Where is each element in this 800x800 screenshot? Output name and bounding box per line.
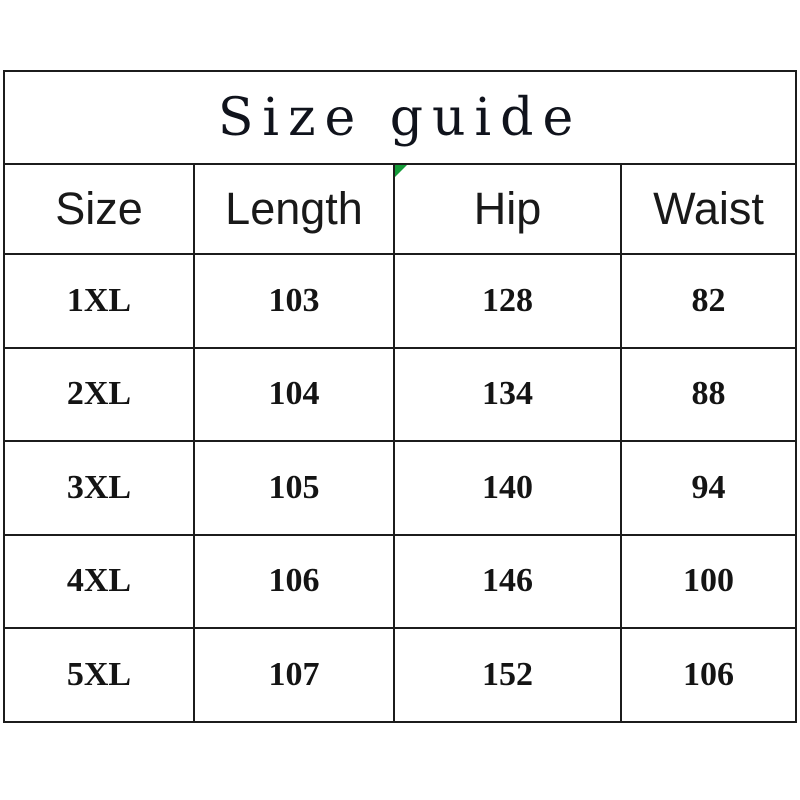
cell-hip: 128 xyxy=(393,253,622,349)
cell-hip: 152 xyxy=(393,627,622,723)
cell-size: 5XL xyxy=(3,627,195,723)
table-header-row: Size Length Hip Waist xyxy=(3,163,798,255)
size-guide: Size guide Size Length Hip Waist 1XL 103… xyxy=(2,70,798,723)
cell-waist: 88 xyxy=(619,346,798,442)
size-guide-table: Size guide Size Length Hip Waist 1XL 103… xyxy=(2,70,798,723)
table-row: 4XL 106 146 100 xyxy=(3,533,798,629)
cell-size: 3XL xyxy=(3,440,195,536)
cell-hip: 146 xyxy=(393,533,622,629)
column-header-length: Length xyxy=(193,163,395,255)
banner: Size guide xyxy=(2,70,798,165)
cell-length: 105 xyxy=(193,440,395,536)
column-header-size: Size xyxy=(3,163,195,255)
cell-hip: 134 xyxy=(393,346,622,442)
cell-length: 103 xyxy=(193,253,395,349)
column-header-hip: Hip xyxy=(393,163,622,255)
cell-length: 104 xyxy=(193,346,395,442)
cell-waist: 82 xyxy=(619,253,798,349)
column-header-hip-label: Hip xyxy=(473,183,542,234)
page-title: Size guide xyxy=(217,87,583,148)
cell-waist: 94 xyxy=(619,440,798,536)
cell-length: 107 xyxy=(193,627,395,723)
table-row: 3XL 105 140 94 xyxy=(3,440,798,536)
cell-size: 4XL xyxy=(3,533,195,629)
cell-flag-triangle-icon xyxy=(396,166,407,177)
cell-hip: 140 xyxy=(393,440,622,536)
cell-size: 2XL xyxy=(3,346,195,442)
column-header-waist: Waist xyxy=(619,163,798,255)
table-row: 2XL 104 134 88 xyxy=(3,346,798,442)
cell-size: 1XL xyxy=(3,253,195,349)
table-row: 5XL 107 152 106 xyxy=(3,627,798,723)
banner-row: Size guide xyxy=(2,70,798,165)
cell-waist: 100 xyxy=(619,533,798,629)
cell-length: 106 xyxy=(193,533,395,629)
cell-waist: 106 xyxy=(619,627,798,723)
table-row: 1XL 103 128 82 xyxy=(3,253,798,349)
